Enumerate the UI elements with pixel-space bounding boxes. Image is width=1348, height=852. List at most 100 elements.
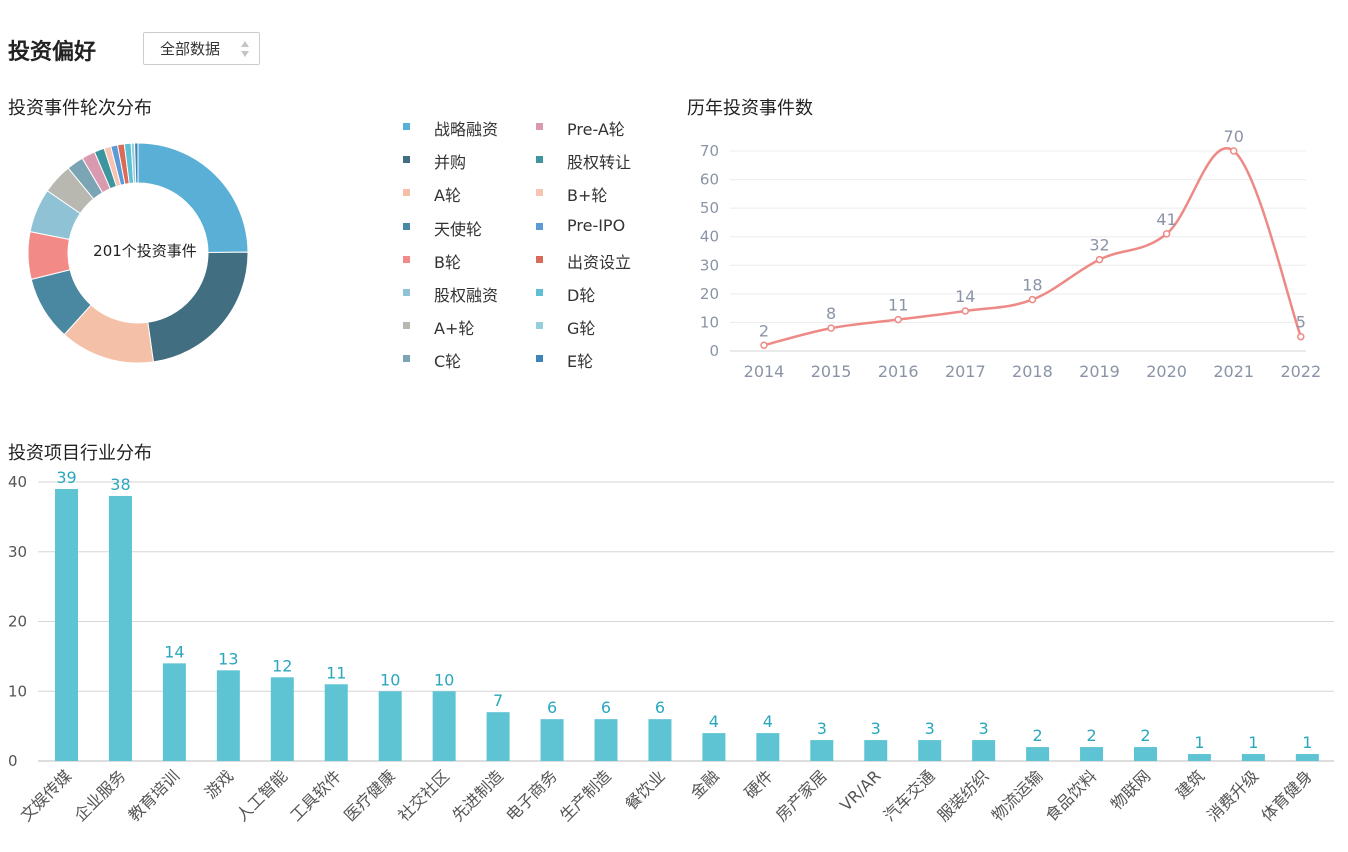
- legend-label: G轮: [567, 319, 596, 339]
- bar: [1026, 747, 1050, 761]
- bar-data-label: 3: [979, 719, 989, 738]
- legend-swatch: [536, 255, 543, 263]
- bar: [55, 488, 78, 761]
- x-tick-label: 2021: [1213, 362, 1254, 381]
- bar: [162, 663, 186, 761]
- y-tick-label: 0: [8, 752, 18, 770]
- industry-section-title: 投资项目行业分布: [8, 443, 152, 464]
- line-point: [961, 307, 970, 315]
- legend-swatch: [536, 289, 543, 296]
- bar: [1134, 747, 1157, 761]
- bar: [1080, 747, 1104, 761]
- bar-data-label: 1: [1194, 733, 1204, 752]
- yearly-line-chart: 0 10 20 30 40 50 60 70 2014 2015 2016 2017 2018 2019 2…: [700, 127, 1321, 381]
- donut-center-label: 201个投资事件: [93, 242, 197, 260]
- bar: [540, 719, 564, 761]
- legend-label: B+轮: [567, 186, 608, 206]
- line-data-label: 2: [759, 321, 769, 340]
- legend-label: 战略融资: [434, 120, 499, 139]
- donut-slice-0: [137, 142, 249, 253]
- y-tick-label: 0: [709, 342, 719, 360]
- x-tick-label: 电子商务: [502, 766, 561, 825]
- legend-label: D轮: [567, 286, 596, 305]
- line-data-label: 70: [1224, 127, 1244, 146]
- bar-data-label: 13: [218, 649, 238, 668]
- legend-label: A+轮: [434, 319, 475, 339]
- legend-swatch: [536, 189, 543, 197]
- bar: [324, 684, 348, 761]
- bar: [108, 495, 132, 761]
- data-scope-select[interactable]: 全部数据: [143, 32, 260, 65]
- x-tick-label: 汽车交通: [880, 766, 939, 825]
- bar-data-label: 6: [655, 698, 665, 717]
- line-point: [1028, 295, 1037, 304]
- bar: [972, 740, 996, 761]
- x-tick-label: 体育健身: [1257, 766, 1316, 825]
- legend-swatch: [536, 355, 543, 363]
- legend-swatch: [536, 123, 543, 130]
- legend-swatch: [403, 123, 410, 130]
- bar: [486, 712, 510, 761]
- legend-swatch: [536, 156, 543, 164]
- bar: [432, 691, 456, 761]
- x-tick-label: 2017: [945, 362, 986, 381]
- bar-data-label: 1: [1248, 733, 1258, 752]
- legend-swatch: [536, 222, 543, 230]
- y-tick-label: 20: [700, 285, 719, 303]
- x-tick-label: VR/AR: [836, 766, 884, 814]
- bar-data-label: 14: [164, 642, 184, 661]
- x-tick-label: 2022: [1280, 362, 1321, 381]
- legend-label: 股权转让: [567, 153, 632, 173]
- bar-data-label: 1: [1302, 733, 1312, 752]
- x-tick-label: 物联网: [1107, 766, 1154, 813]
- line-data-label: 11: [888, 296, 908, 315]
- bar-data-label: 3: [817, 719, 827, 738]
- bar: [702, 733, 726, 761]
- x-tick-label: 游戏: [201, 766, 237, 802]
- bar: [1295, 754, 1319, 761]
- line-point: [827, 324, 835, 332]
- bar: [378, 691, 402, 761]
- line-point: [1229, 147, 1238, 155]
- legend-swatch: [403, 156, 410, 164]
- x-tick-label: 文娱传媒: [17, 766, 76, 825]
- page-title: 投资偏好: [8, 40, 97, 65]
- x-tick-label: 2018: [1012, 362, 1053, 381]
- y-tick-label: 50: [700, 199, 719, 217]
- bar: [1241, 754, 1265, 761]
- legend-label: B轮: [434, 252, 461, 272]
- line-point: [1162, 230, 1171, 238]
- line-point: [1095, 255, 1104, 264]
- x-tick-label: 硬件: [741, 766, 777, 802]
- line-data-label: 41: [1156, 210, 1176, 229]
- rounds-section-title: 投资事件轮次分布: [8, 98, 152, 119]
- bar: [594, 719, 618, 761]
- bar: [216, 670, 240, 761]
- bar-data-label: 4: [763, 712, 773, 731]
- legend-label: 出资设立: [567, 252, 632, 272]
- x-tick-label: 建筑: [1172, 766, 1208, 802]
- x-tick-label: 2020: [1146, 362, 1187, 381]
- donut-slice-15: [134, 142, 139, 184]
- bar: [810, 740, 834, 761]
- legend-label: A轮: [434, 186, 461, 206]
- bar-data-label: 6: [547, 698, 557, 717]
- bar: [918, 740, 942, 761]
- x-tick-label: 工具软件: [286, 766, 345, 825]
- line-data-label: 8: [826, 304, 836, 323]
- sort-arrows-icon: [241, 41, 249, 57]
- bar-data-label: 7: [493, 691, 503, 710]
- x-tick-label: 生产制造: [556, 766, 615, 825]
- x-tick-label: 房产家居: [772, 766, 831, 825]
- bar-data-label: 4: [709, 712, 719, 731]
- bar-data-label: 10: [434, 670, 454, 689]
- bar-data-label: 3: [871, 719, 881, 738]
- x-tick-label: 2019: [1079, 362, 1120, 381]
- line-point: [1297, 332, 1305, 341]
- legend-swatch: [403, 222, 410, 230]
- legend-swatch: [536, 322, 543, 330]
- y-tick-label: 10: [8, 682, 27, 700]
- rounds-donut-chart: [27, 142, 249, 364]
- legend-label: C轮: [434, 352, 462, 372]
- bar-data-label: 2: [1140, 726, 1150, 745]
